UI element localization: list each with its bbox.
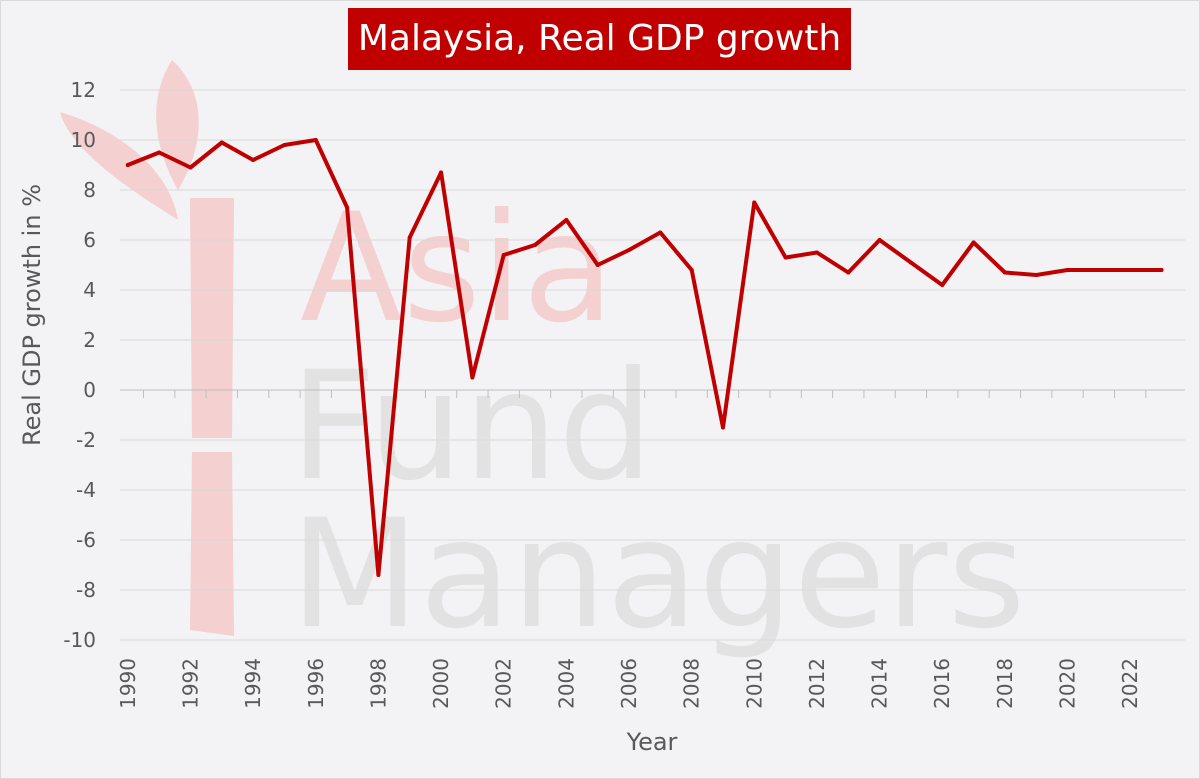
watermark-line-3: Managers	[290, 488, 1026, 662]
gridlines	[120, 89, 1185, 641]
watermark: Asia Fund Managers	[60, 60, 1026, 662]
x-axis-tick-labels: 1990 1992 1994 1996 1998 2000 2002 2004 2006 2008…	[116, 658, 1142, 709]
data-point	[251, 158, 256, 162]
x-tick-label: 2020	[1056, 658, 1080, 709]
x-tick-label: 1990	[116, 658, 140, 709]
x-tick-label: 2012	[805, 658, 829, 709]
data-point	[219, 140, 224, 145]
y-tick-label: -8	[76, 578, 96, 602]
y-tick-label: 6	[83, 228, 96, 252]
x-tick-label: 1998	[366, 658, 390, 709]
data-point	[376, 573, 381, 577]
x-axis-ticks	[142, 390, 1147, 398]
data-point	[407, 235, 412, 240]
data-point	[940, 283, 945, 287]
data-point	[1034, 273, 1039, 277]
data-point	[752, 200, 757, 205]
x-tick-label: 1994	[241, 658, 265, 709]
y-tick-label: -4	[76, 478, 96, 502]
data-point	[908, 260, 913, 265]
series-line	[125, 138, 1164, 577]
x-tick-label: 2000	[429, 658, 453, 709]
y-tick-label: 2	[83, 328, 96, 352]
y-tick-label: 10	[71, 128, 96, 152]
y-tick-label: -10	[63, 628, 96, 652]
y-tick-label: 12	[71, 78, 96, 102]
data-point	[971, 240, 976, 245]
data-point	[689, 268, 694, 272]
x-axis-title: Year	[626, 728, 678, 756]
data-point	[846, 270, 851, 275]
y-tick-label: 0	[83, 378, 96, 402]
data-point	[783, 255, 788, 260]
x-tick-label: 2006	[617, 658, 641, 709]
data-point	[814, 250, 819, 255]
x-tick-label: 2018	[993, 658, 1017, 709]
data-point	[627, 248, 632, 252]
data-point	[1065, 268, 1070, 272]
data-point	[1002, 270, 1007, 275]
data-point	[1096, 268, 1101, 272]
data-point	[1159, 268, 1164, 272]
y-tick-label: 4	[83, 278, 96, 302]
data-point	[533, 243, 538, 247]
y-tick-label: -2	[76, 428, 96, 452]
data-point	[439, 170, 444, 175]
series-group	[125, 138, 1164, 577]
x-tick-label: 2002	[492, 658, 516, 709]
data-point	[313, 138, 318, 142]
y-tick-label: 8	[83, 178, 96, 202]
x-tick-label: 2004	[554, 658, 578, 709]
chart-title: Malaysia, Real GDP growth	[348, 8, 851, 70]
data-point	[595, 263, 600, 267]
data-point	[720, 425, 725, 430]
data-point	[470, 375, 475, 380]
data-point	[501, 253, 506, 257]
data-point	[157, 150, 162, 155]
data-point	[188, 165, 193, 170]
data-point	[564, 218, 569, 222]
y-axis-title: Real GDP growth in %	[18, 184, 46, 446]
data-point	[877, 238, 882, 242]
x-tick-label: 1992	[178, 658, 202, 709]
data-point	[282, 143, 287, 147]
y-axis-tick-labels: -10 -8 -6 -4 -2 0 2 4 6 8 10 12	[63, 78, 96, 652]
x-tick-label: 2014	[868, 658, 892, 709]
data-point	[345, 205, 350, 210]
x-tick-label: 2010	[742, 658, 766, 709]
y-tick-label: -6	[76, 528, 96, 552]
x-tick-label: 1996	[304, 658, 328, 709]
x-tick-label: 2016	[930, 658, 954, 709]
data-point	[1128, 268, 1133, 272]
data-point	[125, 163, 130, 167]
data-point	[658, 230, 663, 235]
x-tick-label: 2022	[1118, 658, 1142, 709]
x-tick-label: 2008	[680, 658, 704, 709]
